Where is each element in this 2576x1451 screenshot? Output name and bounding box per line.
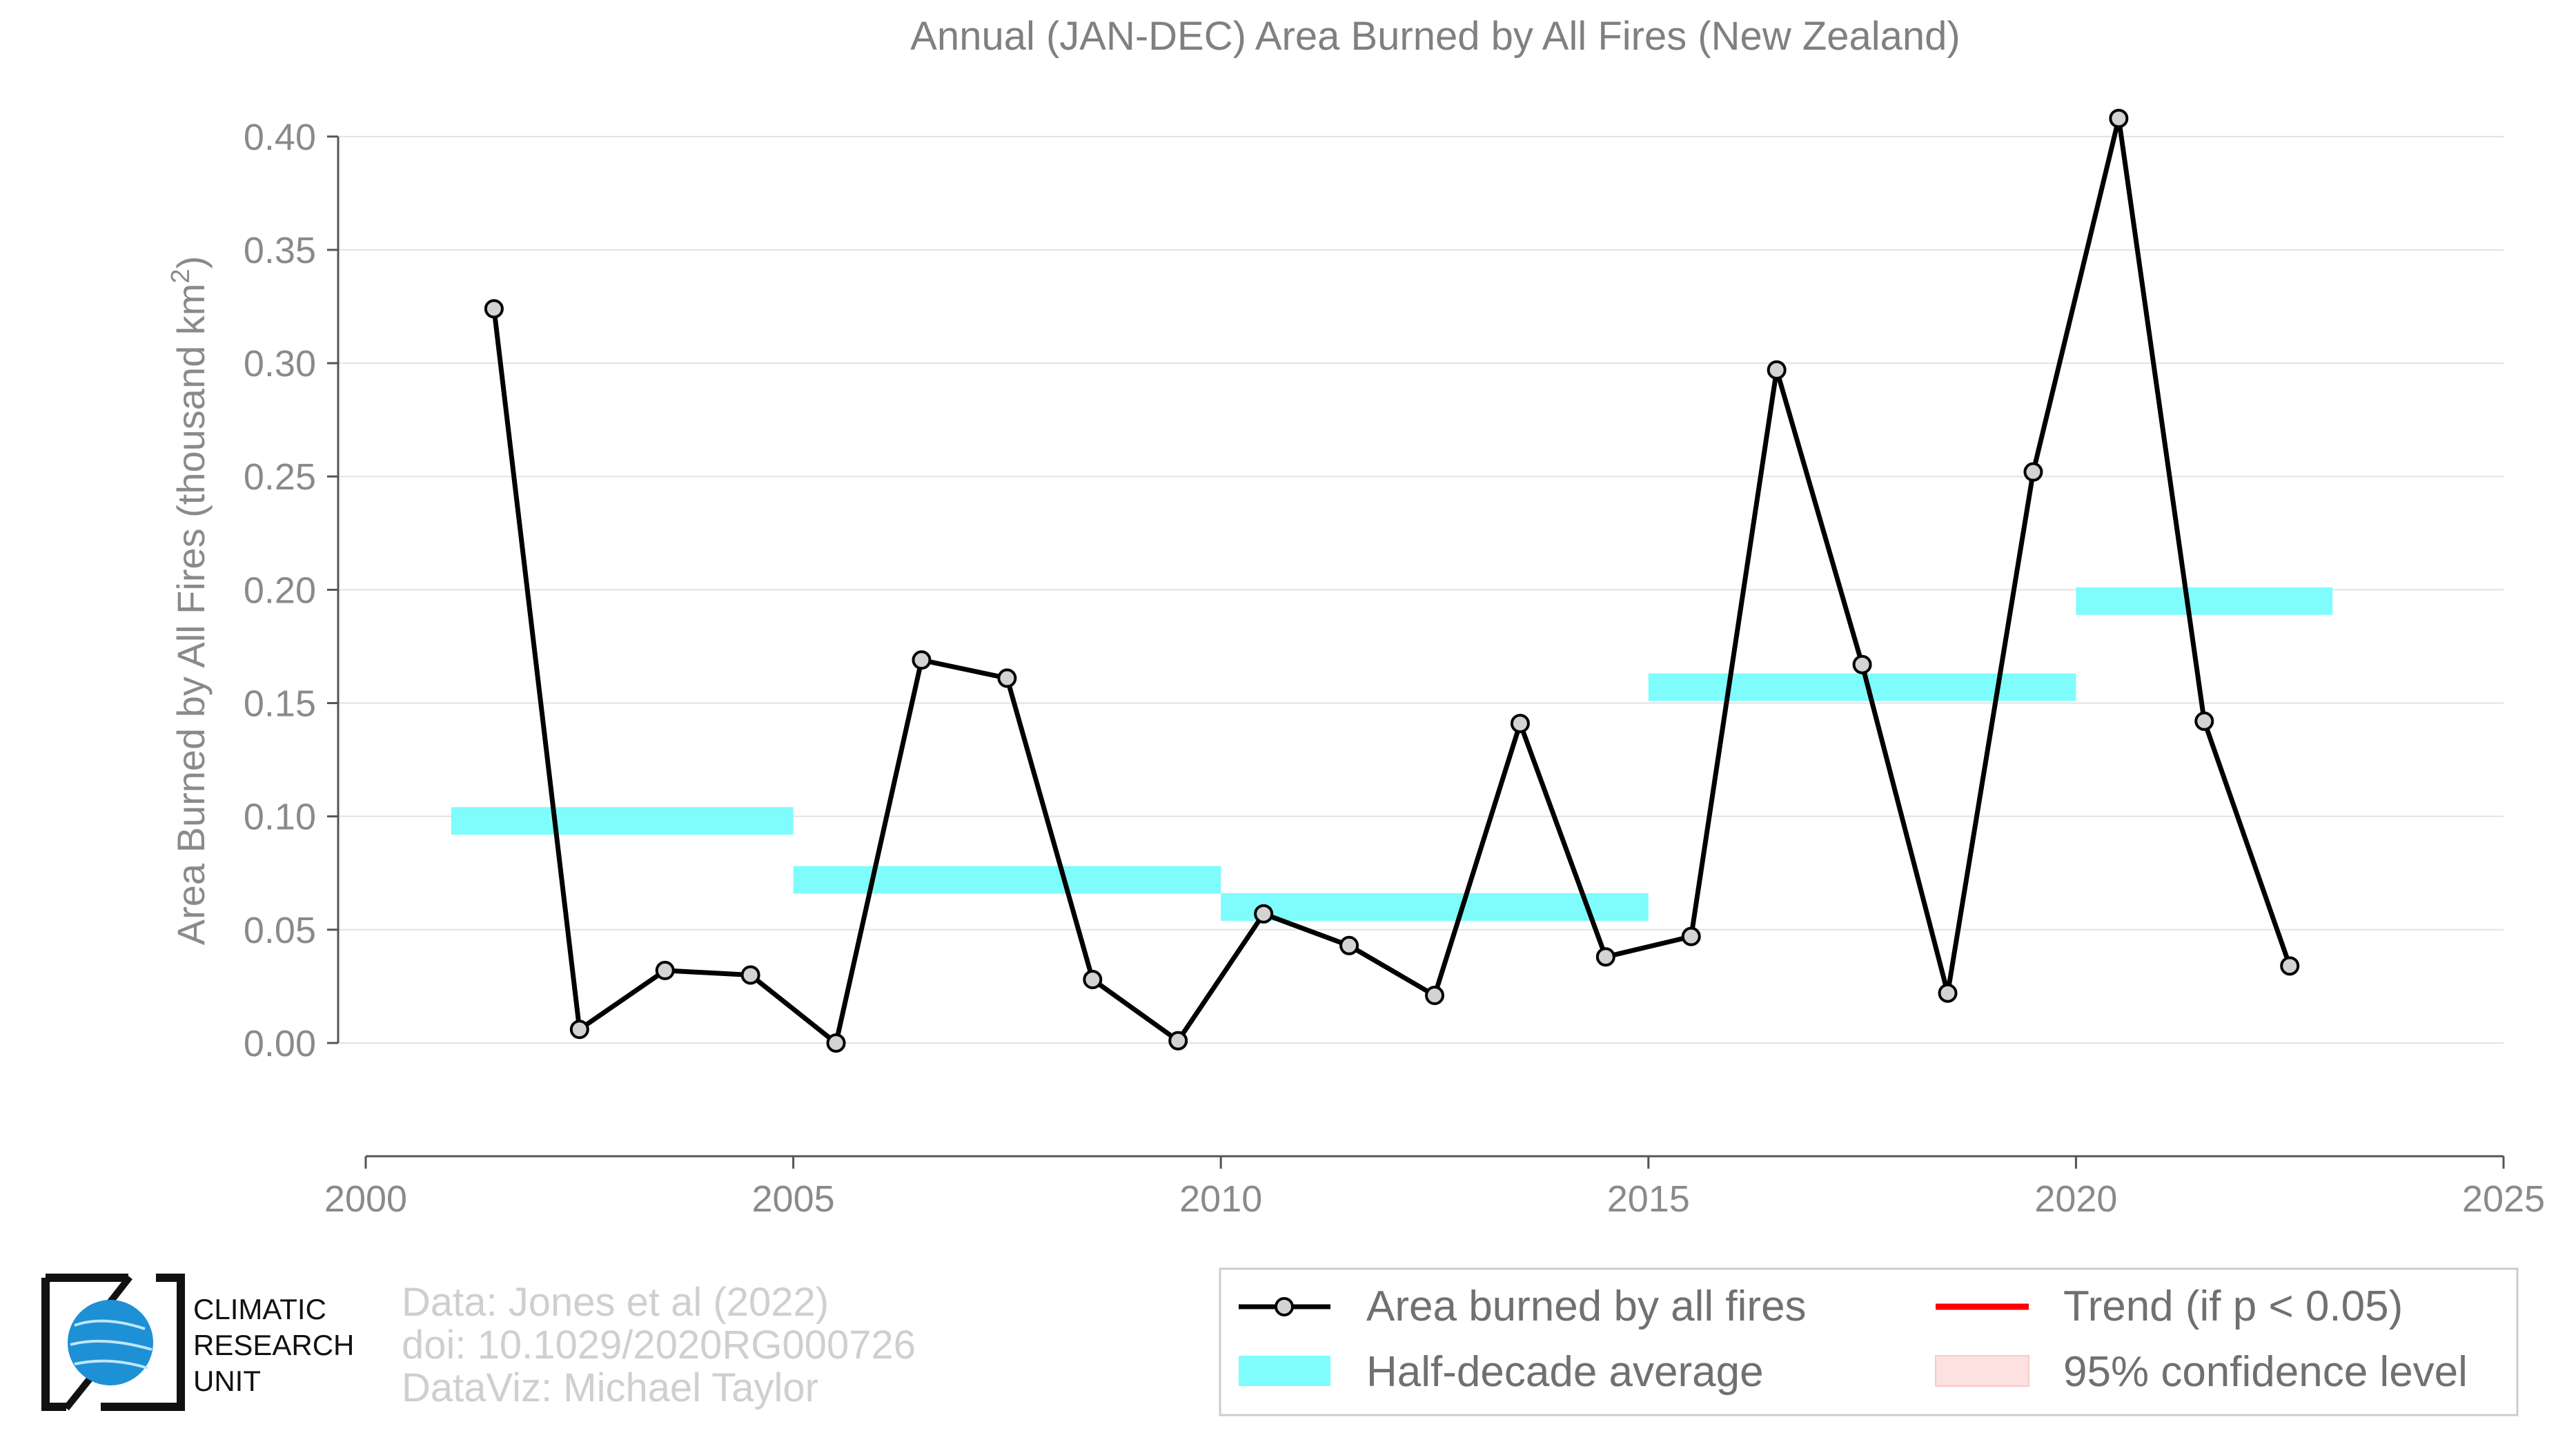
series-markers [484, 108, 2300, 1053]
data-point-marker [2194, 711, 2214, 731]
data-point-marker [1595, 947, 1615, 967]
logo-text-line2: RESEARCH [193, 1329, 354, 1361]
data-point-marker [1339, 935, 1359, 955]
y-axis: 0.00 0.05 0.10 0.15 0.20 0.25 0.30 0.35 0.40 [244, 117, 340, 1064]
series-line-group [491, 116, 2292, 1046]
data-point-marker [1681, 926, 1701, 946]
y-tick-label: 0.35 [244, 230, 316, 271]
data-point-marker [1852, 654, 1872, 674]
y-tick-label: 0.15 [244, 683, 316, 725]
x-tick-label: 2020 [2034, 1178, 2117, 1220]
legend: Area burned by all fires Trend (if p < 0… [1219, 1267, 2519, 1416]
x-tick-label: 2015 [1607, 1178, 1690, 1220]
y-tick-label: 0.30 [244, 343, 316, 384]
data-point-marker [655, 960, 675, 980]
data-point-marker [826, 1033, 846, 1053]
legend-item-half-decade: Half-decade average [1239, 1348, 1764, 1396]
legend-item-trend: Trend (if p < 0.05) [1936, 1283, 2403, 1330]
data-credits: Data: Jones et al (2022) doi: 10.1029/20… [402, 1280, 916, 1410]
half-decade-bar [451, 807, 794, 835]
data-point-marker [997, 668, 1017, 688]
data-point-marker [1767, 360, 1787, 380]
y-tick-label: 0.05 [244, 910, 316, 951]
half-decade-bar [793, 866, 1221, 894]
x-tick-label: 2000 [324, 1178, 407, 1220]
data-point-marker [569, 1020, 589, 1040]
data-point-marker [1938, 983, 1958, 1003]
y-axis-label-main: Area Burned by All Fires (thousand km [169, 284, 213, 946]
y-tick-label: 0.40 [244, 117, 316, 158]
half-decade-bar [1221, 893, 1649, 921]
legend-label-half-decade: Half-decade average [1366, 1348, 1764, 1396]
logo-globe-lines [70, 1319, 153, 1370]
data-point-marker [740, 965, 760, 985]
y-axis-label: Area Burned by All Fires (thousand km2) [166, 256, 213, 945]
legend-label-confidence: 95% confidence level [2063, 1348, 2468, 1396]
legend-item-confidence: 95% confidence level [1935, 1348, 2468, 1396]
y-tick-label: 0.25 [244, 456, 316, 498]
data-point-marker [1254, 904, 1274, 924]
x-tick-label: 2025 [2462, 1178, 2545, 1220]
y-tick-label: 0.20 [244, 569, 316, 611]
data-point-marker [2109, 108, 2129, 128]
half-decade-bars [451, 587, 2333, 921]
legend-half-decade-swatch [1239, 1356, 1330, 1386]
x-tick-label: 2010 [1179, 1178, 1262, 1220]
data-point-marker [912, 650, 932, 670]
y-axis-label-superscript: 2 [166, 269, 195, 283]
legend-label-area-burned: Area burned by all fires [1366, 1283, 1807, 1330]
half-decade-bar [2076, 587, 2333, 615]
data-point-marker [1168, 1031, 1188, 1051]
legend-label-trend: Trend (if p < 0.05) [2063, 1283, 2403, 1330]
data-point-marker [2023, 462, 2043, 482]
legend-box [1219, 1267, 2519, 1416]
cru-logo: CLIMATIC RESEARCH UNIT [41, 1274, 354, 1411]
y-tick-label: 0.10 [244, 797, 316, 838]
legend-marker-swatch [1275, 1297, 1294, 1316]
area-burned-line [491, 116, 2292, 1046]
x-axis: 2000 2005 2010 2015 2020 2025 [324, 1155, 2545, 1220]
x-tick-label: 2005 [752, 1178, 835, 1220]
half-decade-bar [1648, 673, 2076, 701]
logo-text-line1: CLIMATIC [193, 1293, 326, 1325]
legend-item-area-burned: Area burned by all fires [1239, 1283, 1807, 1330]
data-point-marker [2280, 956, 2300, 976]
data-point-marker [1510, 714, 1530, 734]
credit-dataviz: DataViz: Michael Taylor [402, 1365, 818, 1410]
y-axis-label-close: ) [169, 256, 213, 269]
data-point-marker [1425, 986, 1444, 1006]
credit-doi: doi: 10.1029/2020RG000726 [402, 1323, 916, 1367]
chart-title: Annual (JAN-DEC) Area Burned by All Fire… [910, 14, 1960, 59]
credit-data-source: Data: Jones et al (2022) [402, 1280, 829, 1325]
y-tick-label: 0.00 [244, 1023, 316, 1064]
logo-text-line3: UNIT [193, 1365, 261, 1397]
data-point-marker [484, 299, 504, 319]
logo-bracket [41, 1274, 185, 1411]
data-point-marker [1083, 970, 1103, 990]
legend-confidence-swatch [1935, 1355, 2029, 1387]
